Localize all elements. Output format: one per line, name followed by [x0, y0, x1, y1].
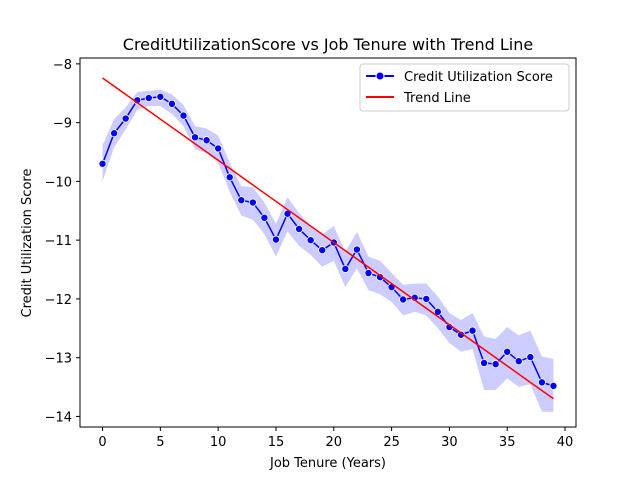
- series-line-credit-utilization-score: [101, 96, 554, 387]
- data-point: [468, 326, 477, 335]
- x-tick-label: 15: [268, 435, 285, 450]
- data-point: [433, 307, 442, 316]
- x-tick-label: 10: [210, 435, 227, 450]
- data-point: [480, 358, 489, 367]
- data-point: [503, 347, 512, 356]
- data-point: [248, 198, 257, 207]
- legend-box: [359, 63, 570, 112]
- x-tick-label: 35: [499, 435, 516, 450]
- data-point: [110, 129, 119, 138]
- data-point: [144, 93, 153, 102]
- data-point: [422, 294, 431, 303]
- y-tick-label: −9: [53, 117, 72, 132]
- data-point: [399, 295, 408, 304]
- data-point: [260, 213, 269, 222]
- data-point: [156, 92, 165, 101]
- data-point: [341, 264, 350, 273]
- y-tick-label: −13: [45, 352, 72, 367]
- legend-marker-credit-utilization-score: [375, 71, 385, 81]
- x-tick-label: 25: [383, 435, 400, 450]
- data-point: [179, 111, 188, 120]
- data-point: [306, 236, 315, 245]
- data-point: [271, 235, 280, 244]
- legend-label-credit-utilization-score: Credit Utilization Score: [404, 70, 553, 85]
- data-point: [225, 173, 234, 182]
- data-point: [121, 114, 130, 123]
- x-axis: 0 5 10 15 20 25 30 35 40: [98, 427, 573, 450]
- confidence-band: [102, 89, 554, 412]
- x-tick-label: 20: [326, 435, 343, 450]
- legend-label-trend-line: Trend Line: [403, 91, 471, 106]
- data-point: [364, 269, 373, 278]
- axes-frame: [79, 57, 577, 428]
- data-point: [318, 246, 327, 255]
- data-point: [537, 378, 546, 387]
- x-tick-label: 5: [156, 435, 164, 450]
- x-tick-label: 40: [557, 435, 574, 450]
- y-tick-label: −8: [53, 58, 72, 73]
- x-tick-label: 0: [98, 435, 106, 450]
- data-point: [514, 357, 523, 366]
- data-point: [549, 381, 558, 390]
- data-point: [214, 144, 223, 153]
- y-axis: −14 −13 −12 −11 −10 −9 −8: [45, 58, 80, 425]
- y-axis-label: Credit Utilization Score: [20, 169, 35, 318]
- data-point: [295, 224, 304, 233]
- data-point: [352, 245, 361, 254]
- y-tick-label: −11: [45, 234, 72, 249]
- data-point: [98, 159, 107, 168]
- plot-area: [98, 77, 558, 412]
- data-point: [167, 99, 176, 108]
- chart-title: CreditUtilizationScore vs Job Tenure wit…: [123, 35, 533, 54]
- data-point: [526, 353, 535, 362]
- legend: Credit Utilization Score Trend Line: [359, 63, 570, 112]
- y-tick-label: −12: [45, 293, 72, 308]
- x-tick-label: 30: [441, 435, 458, 450]
- trend-line: [102, 77, 554, 400]
- data-point: [237, 196, 246, 205]
- data-point: [202, 136, 211, 145]
- data-point: [491, 360, 500, 369]
- data-point: [191, 133, 200, 142]
- x-axis-label: Job Tenure (Years): [269, 456, 386, 471]
- y-tick-label: −10: [45, 175, 72, 190]
- y-tick-label: −14: [45, 410, 72, 425]
